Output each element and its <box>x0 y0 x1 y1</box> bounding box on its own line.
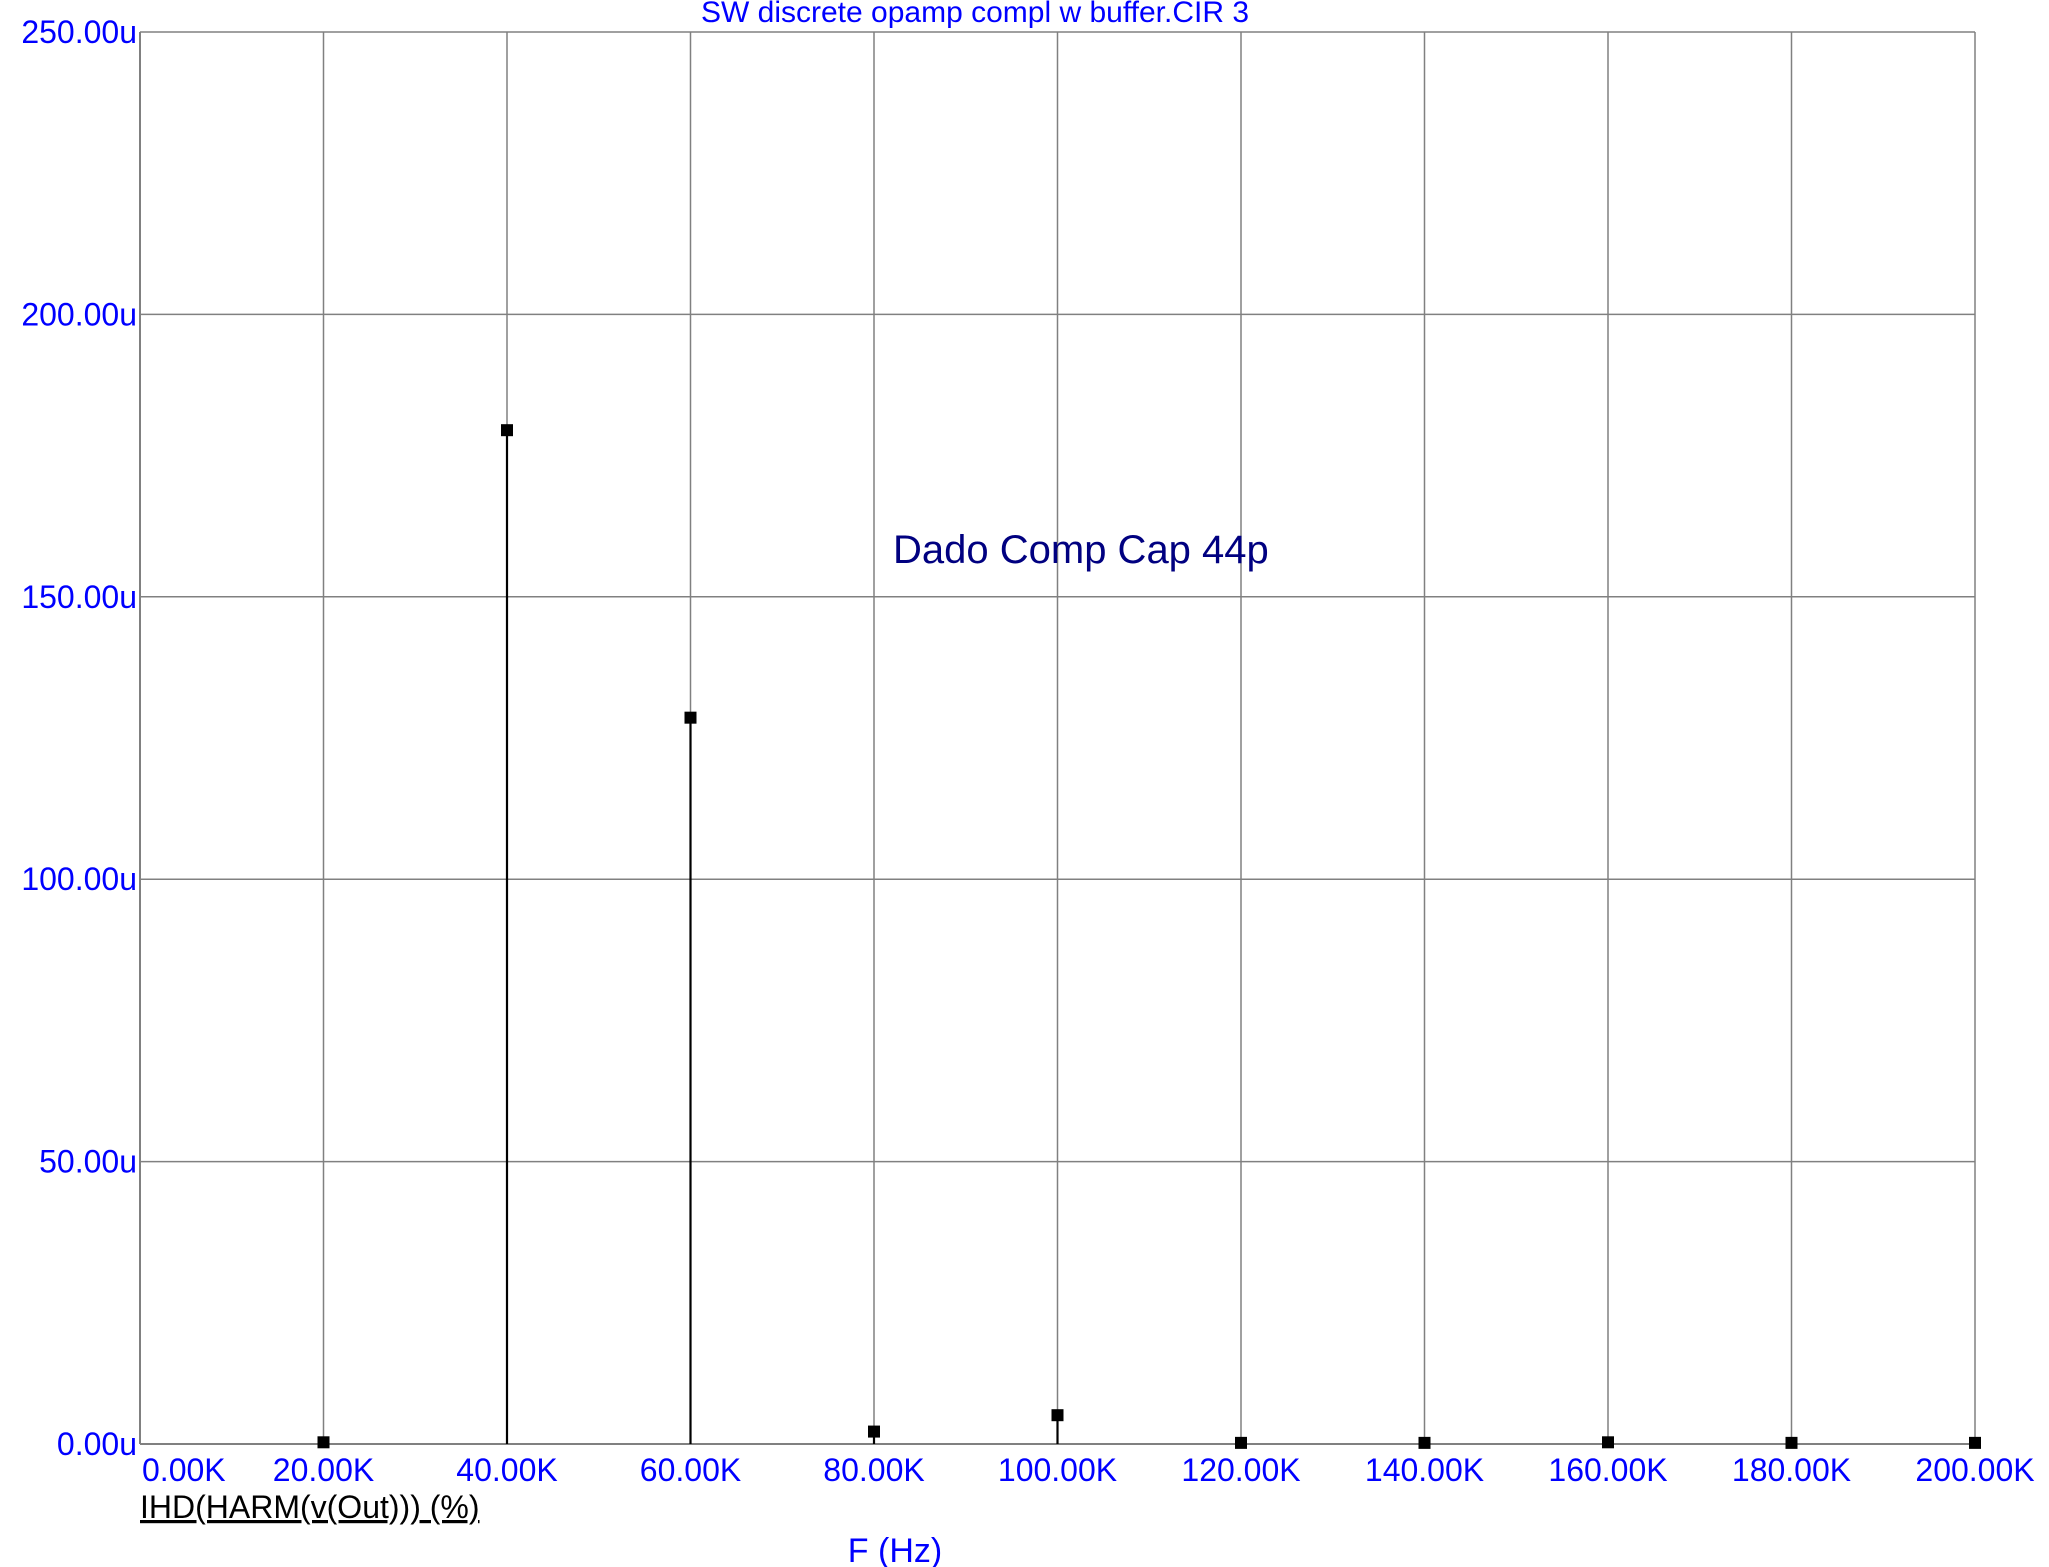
x-tick-label: 140.00K <box>1365 1452 1484 1488</box>
y-tick-label: 100.00u <box>21 861 137 897</box>
grid <box>139 31 1976 1445</box>
harmonic-marker <box>1418 1436 1431 1449</box>
x-tick-label: 200.00K <box>1915 1452 2034 1488</box>
harmonic-marker <box>1051 1409 1064 1422</box>
x-tick-label: 40.00K <box>456 1452 557 1488</box>
x-tick-label: 20.00K <box>273 1452 374 1488</box>
harmonic-marker <box>1969 1436 1981 1449</box>
y-tick-label: 0.00u <box>57 1426 137 1462</box>
x-tick-label: 160.00K <box>1548 1452 1667 1488</box>
harmonic-stems <box>317 424 1981 1449</box>
harmonic-marker <box>317 1436 330 1449</box>
harmonic-marker <box>501 424 513 437</box>
harmonic-marker <box>684 711 697 724</box>
x-tick-labels: 0.00K 20.00K 40.00K 60.00K 80.00K 100.00K 120.… <box>142 1452 2035 1488</box>
x-axis-label: F (Hz) <box>848 1532 942 1567</box>
harmonic-marker <box>1602 1436 1614 1449</box>
y-tick-label: 50.00u <box>39 1144 137 1180</box>
series-label: IHD(HARM(v(Out))) (%) <box>140 1489 480 1525</box>
x-tick-label: 60.00K <box>640 1452 741 1488</box>
x-tick-label: 120.00K <box>1181 1452 1300 1488</box>
harmonic-marker <box>1235 1436 1247 1449</box>
harmonic-marker <box>868 1425 880 1438</box>
y-tick-label: 150.00u <box>21 579 137 615</box>
y-tick-labels: 0.00u 50.00u 100.00u 150.00u 200.00u 250.00u <box>21 14 137 1462</box>
harmonic-marker <box>1785 1436 1798 1449</box>
annotation-label: Dado Comp Cap 44p <box>893 528 1269 572</box>
x-tick-label: 80.00K <box>823 1452 924 1488</box>
x-tick-label: 100.00K <box>998 1452 1117 1488</box>
x-tick-label: 180.00K <box>1732 1452 1851 1488</box>
y-tick-label: 250.00u <box>21 14 137 50</box>
y-tick-label: 200.00u <box>21 296 137 332</box>
x-tick-label: 0.00K <box>142 1452 226 1488</box>
chart-title: SW discrete opamp compl w buffer.CIR 3 <box>701 0 1249 29</box>
